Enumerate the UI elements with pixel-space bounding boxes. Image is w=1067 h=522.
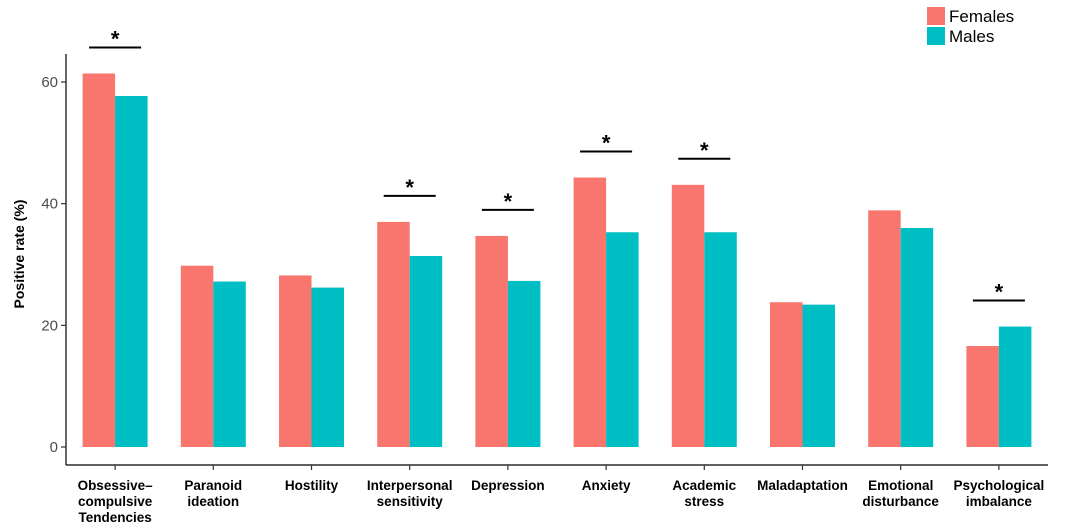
significance-star: *	[504, 189, 513, 214]
x-tick-label: Interpersonal sensitivity	[367, 478, 453, 509]
x-axis: Obsessive– compulsive Tendencies Paranoid id…	[66, 464, 1048, 522]
x-tick-label: Maladaptation	[757, 478, 848, 493]
y-axis-title: Positive rate (%)	[11, 200, 27, 309]
bar-males-1	[213, 281, 246, 447]
y-axis: 0 20 40 60	[41, 54, 67, 465]
bar-females-2	[279, 275, 312, 447]
bar-females-1	[180, 265, 214, 447]
y-tick-label: 0	[50, 439, 58, 456]
legend-swatch-males	[927, 27, 945, 45]
x-tick-label: Depression	[471, 478, 545, 493]
x-tick-label: Emotional disturbance	[862, 478, 939, 509]
bar-females-8	[868, 210, 901, 447]
bar-females-7	[770, 302, 803, 447]
bar-females-3	[377, 221, 410, 447]
bar-females-5	[573, 177, 607, 447]
legend-label-males: Males	[949, 27, 994, 46]
bar-males-9	[998, 326, 1032, 447]
significance-star: *	[602, 131, 611, 156]
legend-label-females: Females	[949, 7, 1014, 26]
bar-males-4	[507, 280, 541, 447]
significance-star: *	[700, 138, 709, 163]
x-tick-label: Psychological imbalance	[954, 478, 1045, 509]
x-tick-label: Paranoid ideation	[184, 478, 242, 509]
legend-swatch-females	[927, 7, 945, 25]
bar-males-5	[606, 232, 639, 447]
x-tick-label: Obsessive– compulsive Tendencies	[78, 478, 154, 522]
significance-star: *	[995, 280, 1004, 305]
bars-group	[82, 73, 1032, 447]
bar-males-0	[115, 95, 148, 447]
bar-females-6	[671, 184, 705, 447]
significance-markers: * * * * * *	[89, 26, 1025, 305]
bar-males-3	[409, 255, 443, 447]
significance-star: *	[405, 175, 414, 200]
y-tick-label: 20	[41, 317, 58, 334]
significance-star: *	[111, 26, 120, 51]
bar-females-0	[82, 73, 116, 447]
bar-males-8	[900, 228, 934, 447]
bar-females-9	[966, 346, 999, 447]
bar-males-6	[704, 232, 737, 447]
bar-males-2	[311, 287, 344, 447]
x-tick-label: Hostility	[285, 478, 339, 493]
x-tick-label: Anxiety	[582, 478, 631, 493]
bar-females-4	[475, 235, 508, 447]
y-tick-label: 60	[41, 74, 58, 91]
bar-males-7	[802, 304, 835, 447]
x-tick-label: Academic stress	[672, 478, 736, 509]
y-tick-label: 40	[41, 196, 58, 213]
